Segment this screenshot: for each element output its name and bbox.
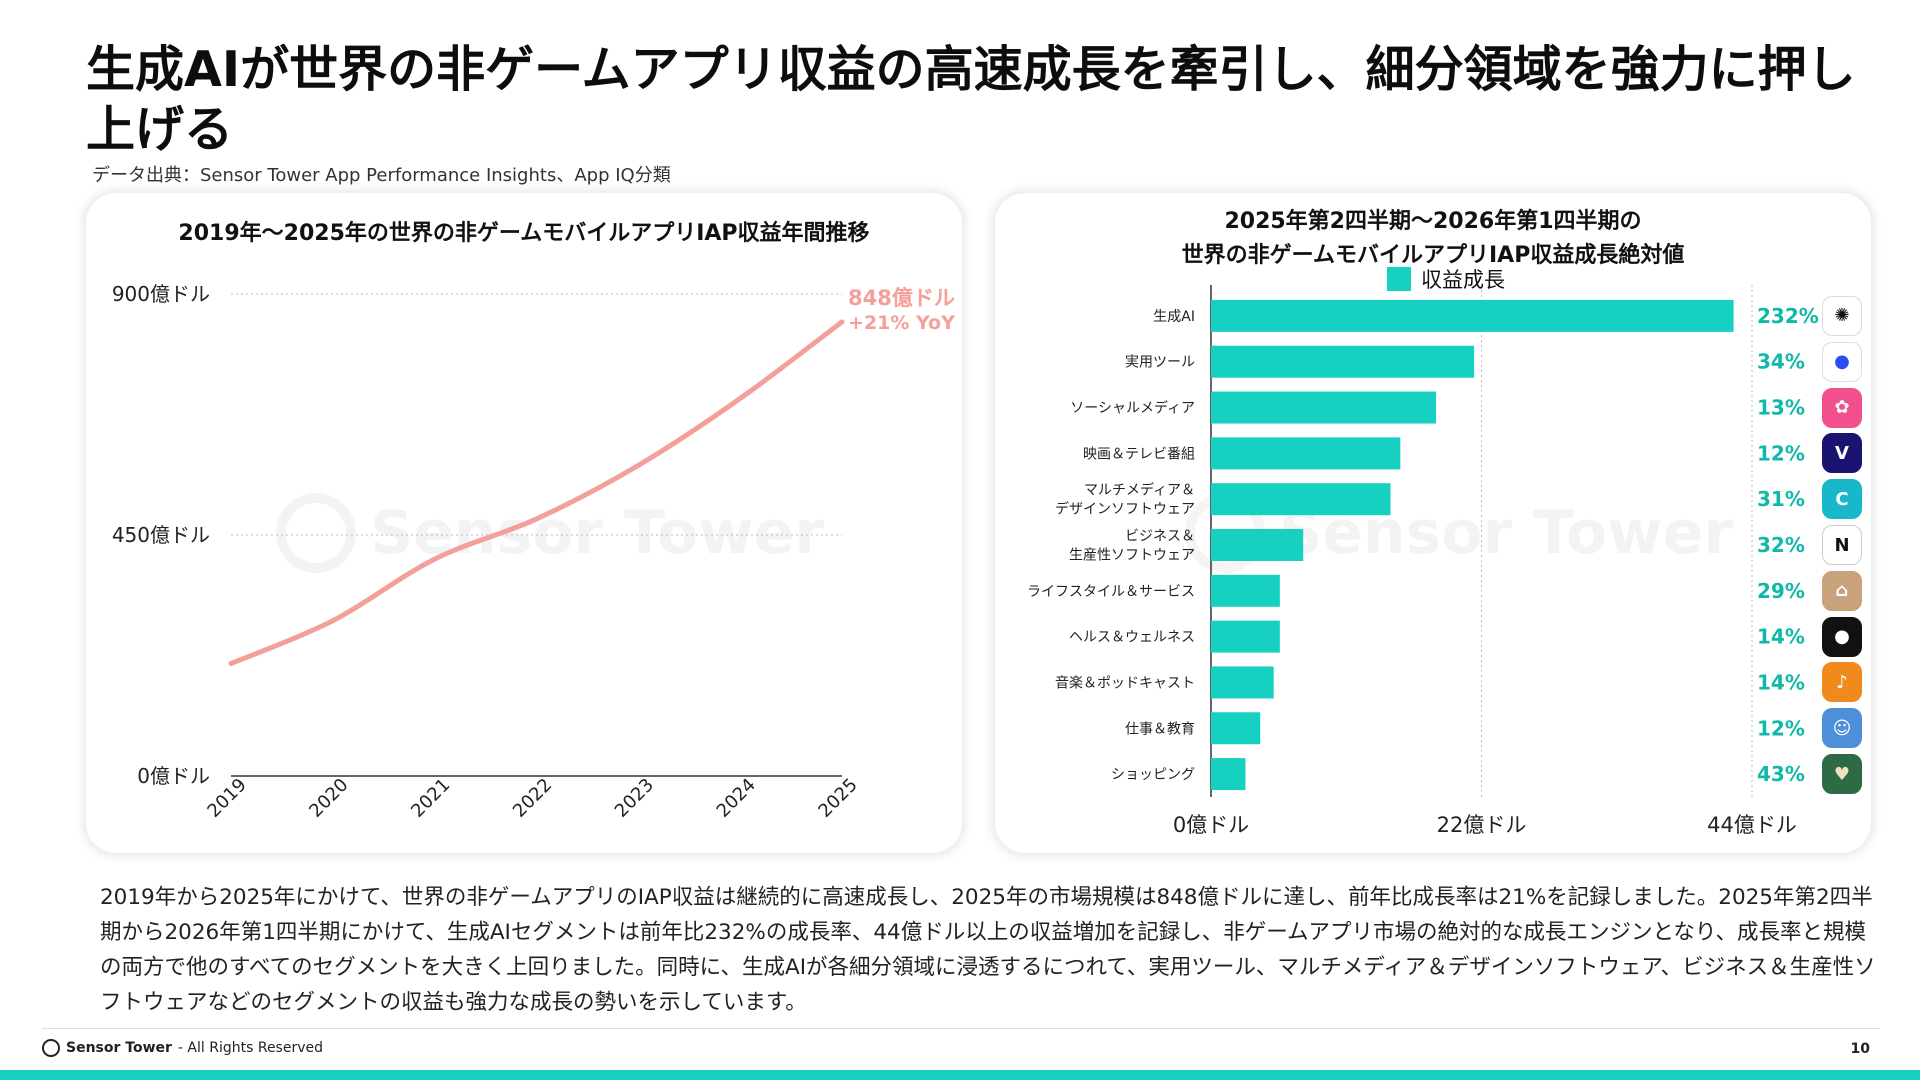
growth-rate-label: 34% (1757, 350, 1805, 374)
y-tick-label: 450億ドル (112, 523, 210, 547)
bar (1211, 529, 1304, 561)
canva-icon: C (1822, 479, 1862, 520)
category-label: 音楽＆ポッドキャスト (1055, 674, 1195, 691)
fashion-app-icon: ♥ (1822, 754, 1862, 795)
category-label: 生産性ソフトウェア (1069, 548, 1195, 564)
legend-swatch (1387, 267, 1411, 291)
annotation-yoy: +21% YoY (848, 312, 955, 334)
health-app-icon: ● (1822, 616, 1862, 657)
bar (1211, 758, 1246, 791)
notion-icon: N (1822, 525, 1862, 565)
bar (1211, 483, 1391, 516)
accent-bottom-bar (0, 1070, 1920, 1080)
page-number: 10 (1850, 1041, 1870, 1057)
category-label: デザインソフトウェア (1055, 501, 1195, 518)
summary-paragraph: 2019年から2025年にかけて、世界の非ゲームアプリのIAP収益は継続的に高速… (100, 885, 1876, 1015)
ai-tutor-icon: ☺ (1822, 708, 1862, 749)
bar (1211, 620, 1280, 653)
bar (1211, 666, 1274, 699)
bar (1211, 345, 1475, 378)
bar-chart-title-line1: 2025年第2四半期～2026年第1四半期の (1224, 209, 1642, 234)
page-title: 生成AIが世界の非ゲームアプリ収益の高速成長を牽引し、細分領域を強力に押し上げる (86, 41, 1856, 158)
footer-divider (42, 1028, 1880, 1029)
quark-icon: ● (1822, 341, 1862, 382)
bar-chart-title-line2: 世界の非ゲームモバイルアプリIAP収益成長絶対値 (1181, 243, 1685, 268)
growth-rate-label: 12% (1757, 716, 1805, 740)
footer-brand: Sensor Tower - All Rights Reserved (42, 1039, 323, 1057)
bar-chart-card: 2025年第2四半期～2026年第1四半期の 世界の非ゲームモバイルアプリIAP… (995, 193, 1871, 853)
category-label: ヘルス＆ウェルネス (1069, 630, 1195, 646)
bar (1211, 299, 1734, 332)
bar-chart: 0億ドル 22億ドル 44億ドル 生成AI 232% 実用ツール 34% ソーシャルメディア 1… (1027, 285, 1819, 837)
x-tick-label: 2025 (814, 774, 861, 821)
growth-rate-label: 13% (1757, 396, 1805, 420)
category-label: 映画＆テレビ番組 (1083, 446, 1195, 462)
growth-rate-label: 232% (1757, 304, 1819, 328)
line-chart-title: 2019年～2025年の世界の非ゲームモバイルアプリIAP収益年間推移 (178, 221, 870, 246)
line-chart: 0億ドル 450億ドル 900億ドル 2019 2020 2021 2022 2023 2024… (112, 282, 955, 822)
data-source-note: データ出典：Sensor Tower App Performance Insig… (92, 165, 671, 186)
sensor-tower-logo-icon (42, 1039, 60, 1057)
footer-brand-name: Sensor Tower (66, 1040, 172, 1056)
x-tick-label: 2021 (407, 774, 454, 821)
category-label: ソーシャルメディア (1070, 400, 1195, 417)
y-tick-label: 900億ドル (112, 282, 210, 306)
chatgpt-icon: ✺ (1822, 295, 1862, 336)
growth-rate-label: 29% (1757, 579, 1805, 603)
x-tick-label: 22億ドル (1437, 813, 1527, 837)
legend-label: 収益成長 (1421, 268, 1505, 292)
home-design-icon: ⌂ (1822, 570, 1862, 611)
x-tick-label: 2023 (611, 774, 658, 821)
growth-rate-label: 32% (1757, 533, 1805, 557)
x-tick-label: 2022 (509, 774, 556, 821)
revenue-line (228, 319, 845, 667)
suno-icon: ♪ (1822, 662, 1862, 703)
growth-rate-label: 12% (1757, 441, 1805, 465)
category-label: ビジネス＆ (1125, 529, 1195, 545)
bar (1211, 437, 1401, 470)
x-tick-label: 44億ドル (1707, 813, 1797, 837)
category-label: ライフスタイル＆サービス (1027, 584, 1195, 600)
x-tick-label: 2019 (203, 774, 250, 821)
x-tick-label: 2024 (713, 774, 760, 821)
category-label: 実用ツール (1125, 355, 1195, 371)
footer-rights: - All Rights Reserved (177, 1040, 324, 1056)
growth-rate-label: 14% (1757, 625, 1805, 649)
bar-chart-legend: 収益成長 (1387, 264, 1505, 294)
watermark-logo-icon (276, 493, 356, 573)
growth-rate-label: 31% (1757, 487, 1805, 511)
y-tick-label: 0億ドル (137, 764, 210, 788)
x-tick-label: 0億ドル (1173, 813, 1249, 837)
bar (1211, 712, 1261, 745)
category-label: ショッピング (1111, 767, 1195, 783)
vidu-icon: V (1822, 433, 1862, 474)
x-tick-label: 2020 (305, 774, 352, 821)
growth-rate-label: 43% (1757, 762, 1805, 786)
bar (1211, 574, 1280, 607)
annotation-value: 848億ドル (848, 286, 955, 310)
category-label: マルチメディア＆ (1084, 482, 1195, 499)
meitu-icon: ✿ (1822, 387, 1862, 428)
line-chart-card: 2019年～2025年の世界の非ゲームモバイルアプリIAP収益年間推移 Sens… (86, 193, 962, 853)
bar (1211, 391, 1437, 424)
category-label: 生成AI (1153, 309, 1195, 325)
growth-rate-label: 14% (1757, 670, 1805, 694)
category-label: 仕事＆教育 (1125, 721, 1195, 737)
